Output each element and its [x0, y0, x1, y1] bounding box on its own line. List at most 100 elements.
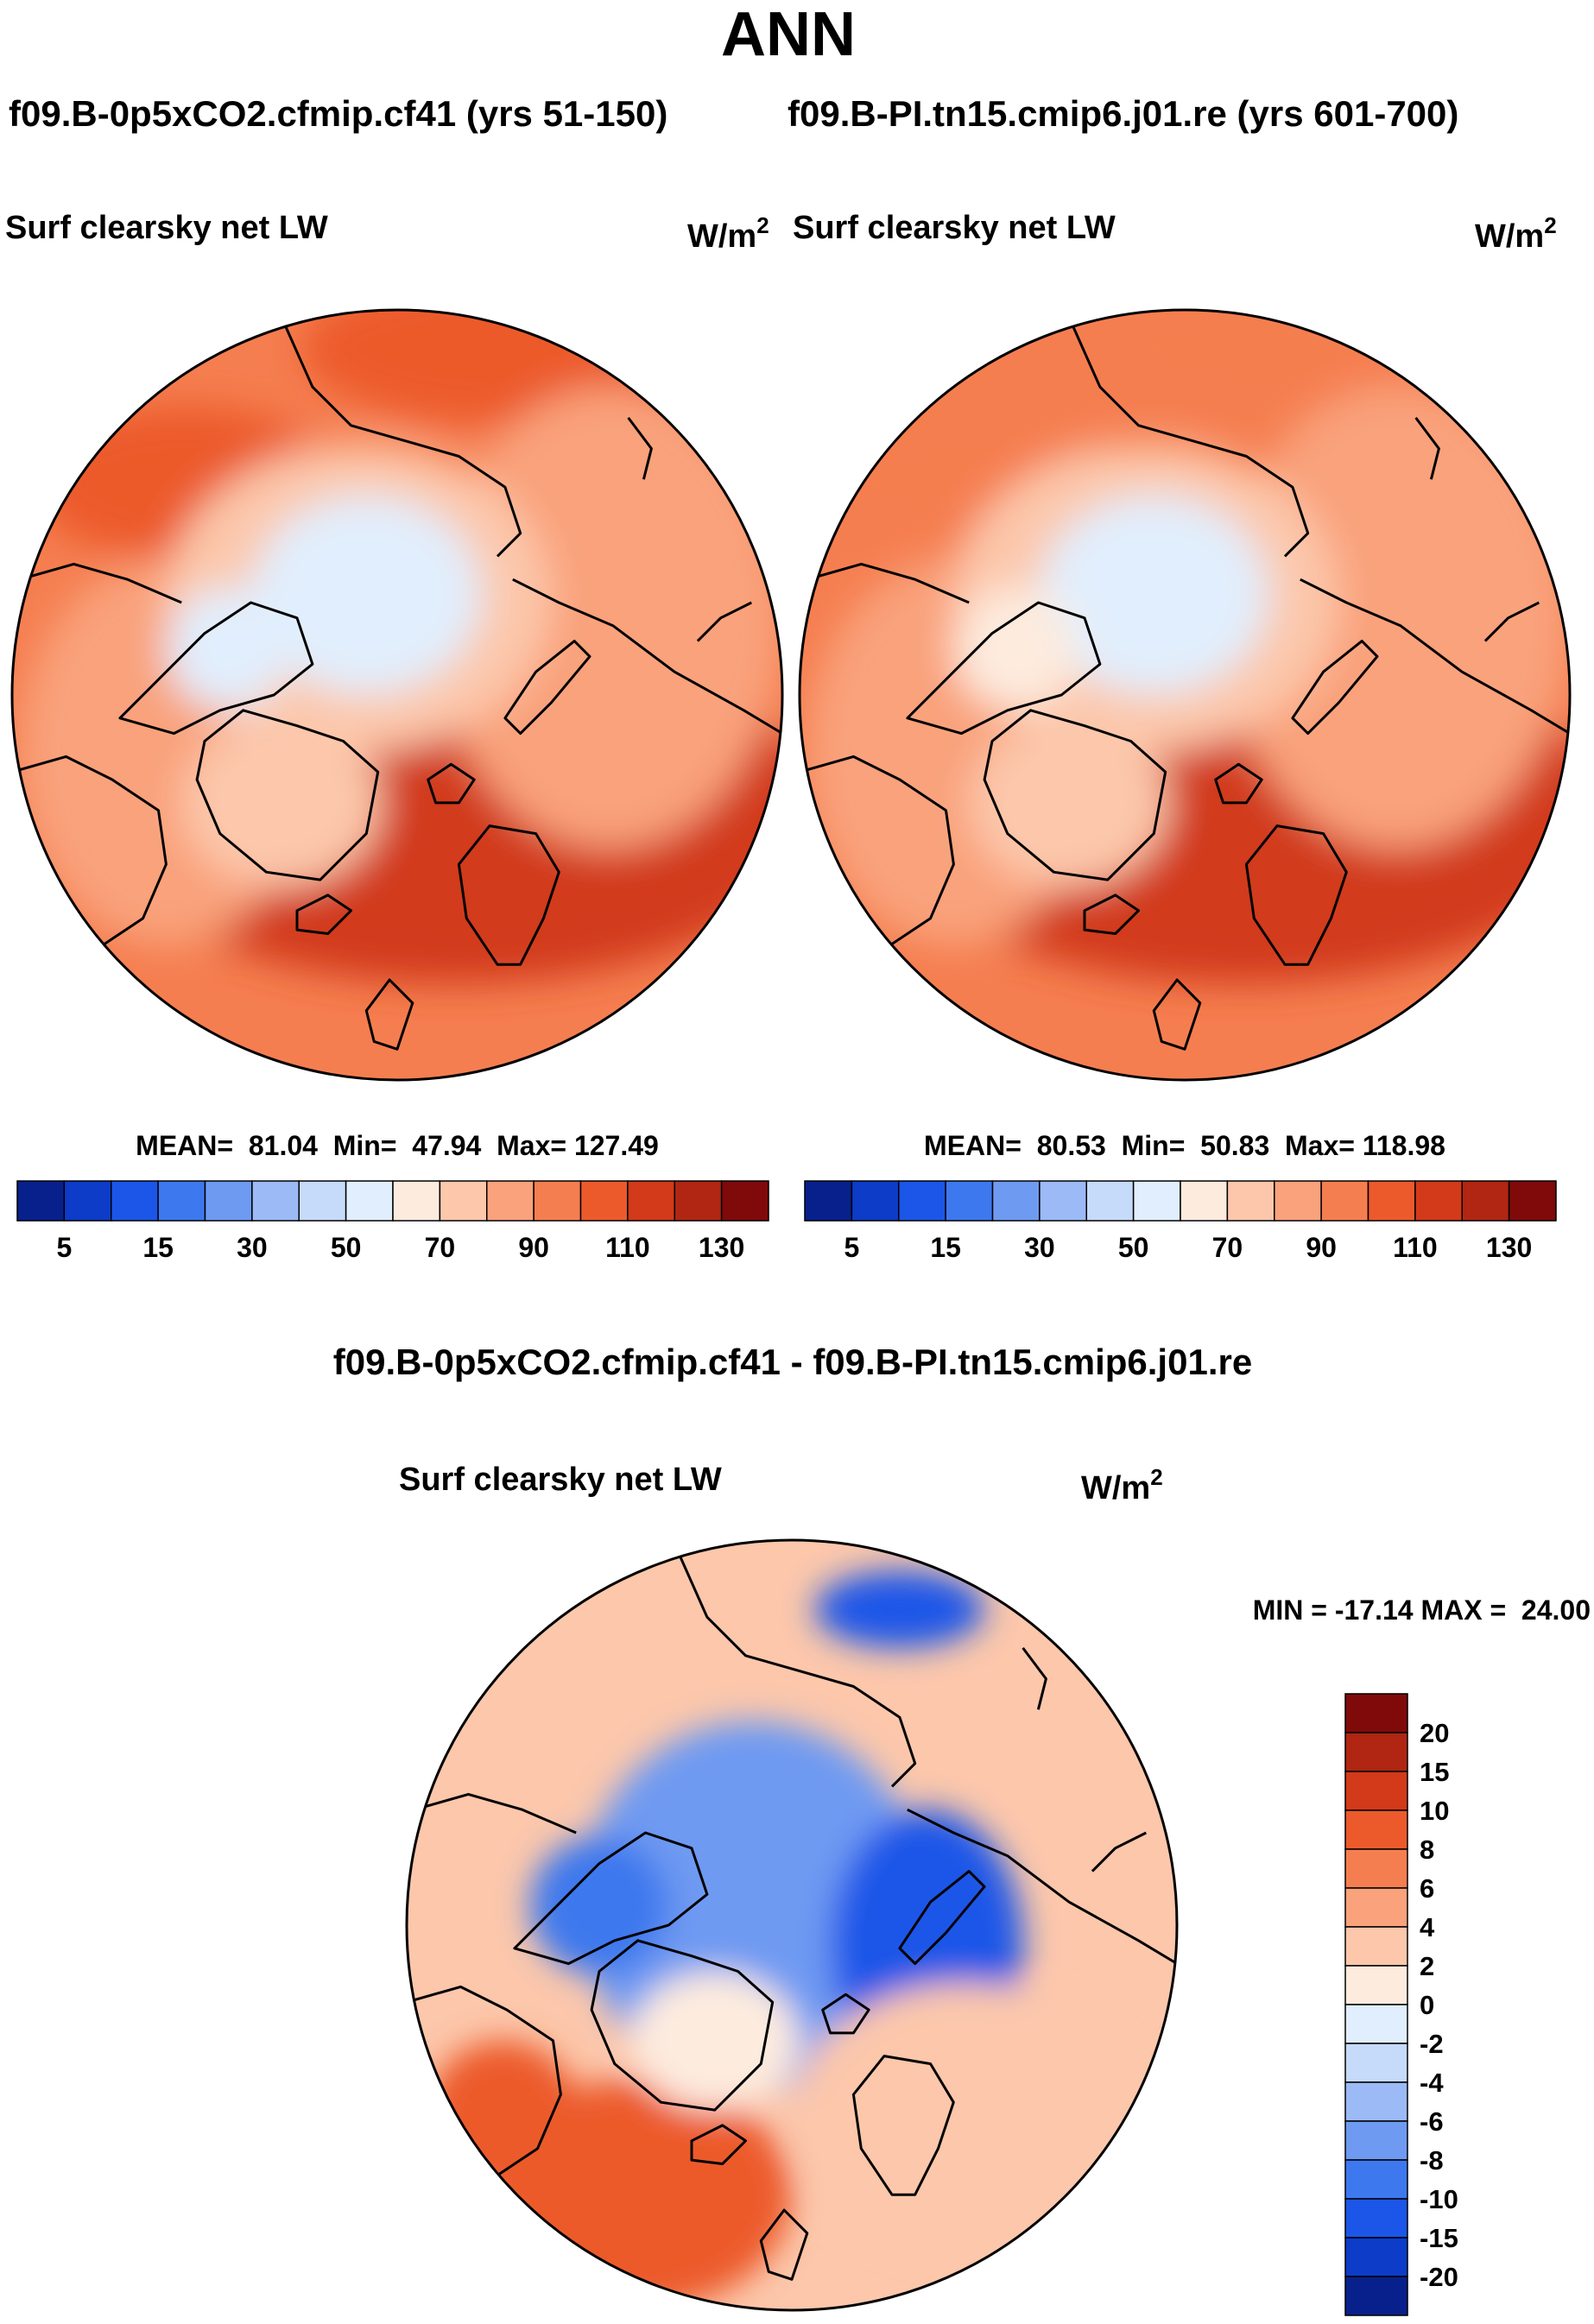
coastline-7 — [898, 1870, 986, 1966]
field-scandinavia-europe — [791, 1982, 1139, 2253]
coastline-11 — [1022, 1646, 1047, 1710]
colorbar-case1-tick-70: 70 — [425, 1232, 456, 1263]
colorbar-difference-swatch-9 — [1344, 2043, 1408, 2083]
field-north-pacific — [300, 310, 725, 426]
panel-b-units-exp: 2 — [1544, 212, 1556, 238]
field-arctic-islands — [166, 587, 290, 710]
field-arctic-islands — [529, 1836, 669, 1975]
colorbar-difference-swatch-5 — [1344, 1887, 1408, 1928]
panel-c-units-base: W/m — [1081, 1470, 1150, 1506]
colorbar-difference-tick-15: 15 — [1420, 1757, 1449, 1787]
case1-header: f09.B-0p5xCO2.cfmip.cf41 (yrs 51-150) — [9, 93, 667, 134]
colorbar-difference-tick-6: 6 — [1420, 1873, 1434, 1904]
colorbar-case2-tick-110: 110 — [1393, 1232, 1438, 1263]
coastline-3 — [457, 824, 560, 966]
coastline-5 — [364, 978, 414, 1051]
colorbar-case1-swatch-6 — [298, 1180, 347, 1222]
diff-header: f09.B-0p5xCO2.cfmip.cf41 - f09.B-PI.tn15… — [333, 1342, 1252, 1382]
colorbar-difference-tick-0: 0 — [1420, 1990, 1434, 2020]
colorbar-case1-swatch-14 — [674, 1180, 723, 1222]
colorbar-case2-swatch-2 — [898, 1180, 946, 1222]
panel-b-units: W/m2 — [1475, 212, 1557, 255]
coastline-6 — [427, 762, 476, 805]
colorbar-difference-tick--20: -20 — [1420, 2262, 1458, 2292]
colorbar-case2-swatch-0 — [804, 1180, 853, 1222]
panel-b-mean: 80.53 — [1037, 1130, 1106, 1161]
colorbar-case1-swatch-8 — [392, 1180, 441, 1222]
colorbar-difference-swatch-2 — [1344, 1771, 1408, 1811]
panel-a-min: 47.94 — [412, 1130, 481, 1161]
colorbar-case2-swatch-8 — [1180, 1180, 1229, 1222]
colorbar-difference-swatch-4 — [1344, 1848, 1408, 1889]
coastline-10 — [414, 1792, 577, 1835]
colorbar-case2-swatch-7 — [1132, 1180, 1181, 1222]
colorbar-case1: 5 15 30 50 70 90 110 130 — [16, 1180, 769, 1263]
panel-a-units-exp: 2 — [756, 212, 769, 238]
colorbar-case1-tick-15: 15 — [142, 1232, 174, 1263]
coastline-1 — [906, 601, 1102, 736]
colorbar-case1-tick-90: 90 — [518, 1232, 549, 1263]
coastline-4 — [690, 2124, 747, 2165]
colorbar-difference-swatch-14 — [1344, 2237, 1408, 2277]
field-central-arctic — [250, 495, 483, 695]
coastline-11 — [627, 416, 653, 480]
colorbar-case2-swatch-9 — [1226, 1180, 1275, 1222]
coastline-9 — [1067, 317, 1310, 558]
panel-a-max: 127.49 — [574, 1130, 659, 1161]
colorbar-case2-tick-70: 70 — [1212, 1232, 1243, 1263]
colorbar-difference-tick--2: -2 — [1420, 2029, 1444, 2059]
field-blobs — [19, 310, 782, 984]
colorbar-difference-tick--10: -10 — [1420, 2184, 1458, 2214]
panel-c-units-exp: 2 — [1150, 1464, 1162, 1490]
colorbar-case1-tick-50: 50 — [331, 1232, 362, 1263]
polar-map-case1 — [10, 308, 784, 1082]
coastline-3 — [1244, 824, 1348, 966]
map-border — [798, 308, 1572, 1082]
colorbar-difference-tick-8: 8 — [1420, 1835, 1434, 1865]
coastline-0 — [195, 709, 380, 881]
colorbar-difference-swatch-1 — [1344, 1732, 1408, 1772]
map-clipped-layer — [800, 310, 1570, 1080]
colorbar-difference-swatch-13 — [1344, 2198, 1408, 2239]
colorbar-difference-tick-10: 10 — [1420, 1796, 1449, 1826]
panel-c-title: Surf clearsky net LW — [399, 1462, 722, 1498]
colorbar-case2-swatch-11 — [1320, 1180, 1369, 1222]
colorbar-difference-tick-2: 2 — [1420, 1951, 1434, 1981]
polar-map-difference — [405, 1538, 1179, 2312]
colorbar-case2: 5 15 30 50 70 90 110 130 — [804, 1180, 1557, 1263]
coastline-1 — [118, 601, 314, 736]
colorbar-difference-tick-4: 4 — [1420, 1912, 1435, 1942]
coastline-1 — [513, 1831, 709, 1966]
colorbar-difference-swatch-15 — [1344, 2276, 1408, 2316]
panel-a-max-label: Max= — [497, 1130, 566, 1161]
field-blobs — [806, 310, 1570, 984]
panel-a-stats: MEAN= 81.04 Min= 47.94 Max= 127.49 — [136, 1130, 659, 1161]
colorbar-difference-swatch-3 — [1344, 1809, 1408, 1850]
panel-b-title: Surf clearsky net LW — [793, 210, 1116, 246]
colorbar-difference-tick--6: -6 — [1420, 2106, 1444, 2137]
colorbar-case2-swatch-5 — [1039, 1180, 1087, 1222]
coastline-8 — [1300, 578, 1570, 735]
colorbar-case2-tick-30: 30 — [1024, 1232, 1055, 1263]
panel-a-units-base: W/m — [687, 218, 756, 255]
field-greenland — [629, 1971, 800, 2111]
panel-b-min: 50.83 — [1200, 1130, 1269, 1161]
colorbar-case2-swatch-12 — [1367, 1180, 1416, 1222]
coastline-7 — [503, 640, 591, 736]
coastline-0 — [983, 709, 1167, 881]
colorbar-case1-swatch-10 — [486, 1180, 534, 1222]
coastline-3 — [851, 2055, 955, 2196]
colorbar-case1-swatch-13 — [627, 1180, 675, 1222]
colorbar-difference-tick--15: -15 — [1420, 2223, 1458, 2253]
field-greenland — [969, 717, 1170, 887]
colorbar-case1-swatch-9 — [439, 1180, 488, 1222]
field-arctic-islands — [953, 587, 1078, 710]
coastline-8 — [512, 578, 782, 735]
colorbar-case2-swatch-10 — [1274, 1180, 1322, 1222]
colorbar-difference-swatch-0 — [1344, 1693, 1408, 1734]
coastline-12 — [1091, 1831, 1147, 1872]
panel-b-max: 118.98 — [1363, 1130, 1445, 1161]
colorbar-case2-swatch-15 — [1508, 1180, 1557, 1222]
coastline-7 — [1291, 640, 1379, 736]
